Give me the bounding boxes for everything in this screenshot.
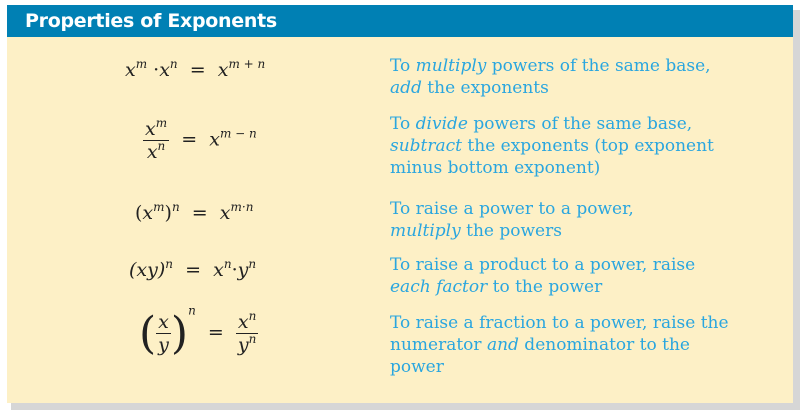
properties-box: Properties of Exponents xm ·xn = xm + n … <box>7 5 793 403</box>
formula-quotient-power-rule: (x y)n = xn yn <box>139 303 259 359</box>
formula-product-power-rule: (xy)n = xn·yn <box>129 257 257 281</box>
desc-product-power-rule: To raise a product to a power, raise eac… <box>390 255 696 297</box>
desc-product-rule: To multiply powers of the same base, add… <box>390 56 711 98</box>
formula-product-rule: xm ·xn = xm + n <box>125 57 266 81</box>
desc-quotient-power-rule: To raise a fraction to a power, raise th… <box>390 313 729 377</box>
formula-quotient-rule: xm xn = xm − n <box>143 116 257 163</box>
formula-power-rule: (xm)n = xm·n <box>135 200 254 224</box>
desc-quotient-rule: To divide powers of the same base, subtr… <box>390 114 714 178</box>
desc-power-rule: To raise a power to a power, multiply th… <box>390 199 634 241</box>
box-title: Properties of Exponents <box>7 5 793 37</box>
